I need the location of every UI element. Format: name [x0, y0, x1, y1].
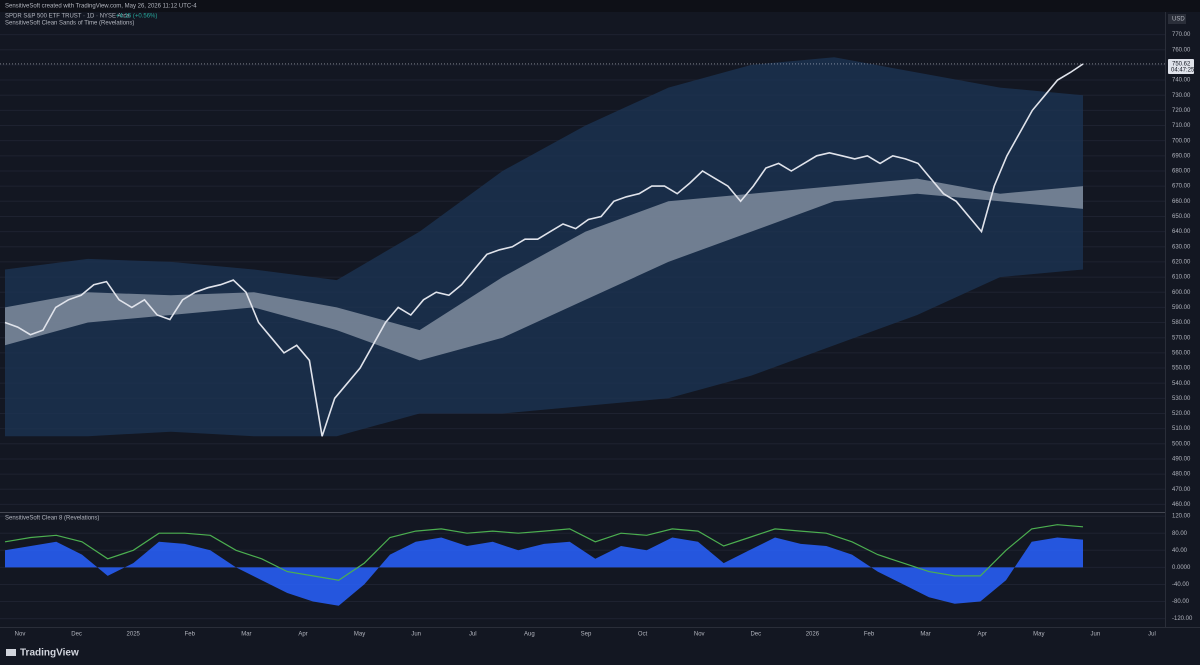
y-tick-label: 80.00	[1172, 531, 1188, 537]
y-tick-label: 460.00	[1172, 502, 1191, 508]
y-tick-label: 680.00	[1172, 169, 1191, 175]
x-tick-label: Oct	[638, 632, 648, 638]
x-tick-label: Feb	[864, 632, 875, 638]
countdown: 04:47:25	[1171, 68, 1195, 74]
x-tick-label: May	[354, 632, 365, 638]
y-tick-label: 470.00	[1172, 487, 1191, 493]
y-tick-label: 510.00	[1172, 426, 1191, 432]
x-tick-label: Sep	[581, 632, 592, 638]
band	[5, 178, 1083, 361]
y-tick-label: 0.0000	[1172, 565, 1191, 571]
x-tick-label: Jun	[1091, 632, 1101, 638]
y-tick-label: 700.00	[1172, 138, 1191, 144]
x-tick-label: Dec	[71, 632, 82, 638]
plot-layer	[0, 34, 1165, 620]
y-tick-label: -80.00	[1172, 599, 1190, 605]
x-tick-label: 2025	[127, 632, 141, 638]
x-tick-label: Aug	[524, 632, 535, 638]
y-tick-label: 40.00	[1172, 548, 1188, 554]
y-tick-label: 530.00	[1172, 396, 1191, 402]
y-tick-label: 660.00	[1172, 199, 1191, 205]
y-tick-label: 620.00	[1172, 260, 1191, 266]
x-tick-label: Jul	[1148, 632, 1156, 638]
y-tick-label: 720.00	[1172, 108, 1191, 114]
y-tick-label: 120.00	[1172, 514, 1191, 520]
x-tick-label: May	[1033, 632, 1044, 638]
y-tick-label: 650.00	[1172, 214, 1191, 220]
y-tick-label: 570.00	[1172, 335, 1191, 341]
currency: USD	[1172, 17, 1185, 23]
x-tick-label: Nov	[694, 632, 705, 638]
x-tick-label: Dec	[750, 632, 761, 638]
oscillator-area	[5, 537, 1083, 606]
y-tick-label: 490.00	[1172, 457, 1191, 463]
x-tick-label: Feb	[185, 632, 196, 638]
last-price-label: 750.62	[1172, 62, 1191, 68]
y-tick-label: 560.00	[1172, 350, 1191, 356]
x-tick-label: Apr	[298, 632, 307, 638]
x-tick-label: Jun	[411, 632, 421, 638]
x-tick-label: Mar	[241, 632, 251, 638]
y-tick-label: 770.00	[1172, 32, 1191, 38]
x-tick-label: Jul	[469, 632, 477, 638]
symbol-title: SPDR S&P 500 ETF TRUST · 1D · NYSE Arca	[5, 14, 130, 20]
y-tick-label: 730.00	[1172, 93, 1191, 99]
y-tick-label: 740.00	[1172, 78, 1191, 84]
y-tick-label: 670.00	[1172, 184, 1191, 190]
y-tick-label: 710.00	[1172, 123, 1191, 129]
y-tick-label: 630.00	[1172, 244, 1191, 250]
logo-icon	[6, 649, 16, 656]
y-tick-label: 480.00	[1172, 472, 1191, 478]
y-tick-label: 610.00	[1172, 275, 1191, 281]
indicator-pane-title: SensitiveSoft Clean 8 (Revelations)	[5, 516, 99, 522]
credit: SensitiveSoft created with TradingView.c…	[5, 4, 197, 10]
y-tick-label: 580.00	[1172, 320, 1191, 326]
y-tick-label: 550.00	[1172, 366, 1191, 372]
price-line	[4, 63, 1084, 437]
x-tick-label: Apr	[978, 632, 987, 638]
y-tick-label: -120.00	[1172, 616, 1193, 622]
x-tick-label: 2026	[806, 632, 820, 638]
currency-box	[1168, 14, 1186, 24]
x-tick-label: Mar	[920, 632, 930, 638]
price-change: +4.15 (+0.56%)	[116, 14, 157, 20]
last-price-box	[1168, 58, 1194, 74]
top-bar	[0, 0, 1200, 12]
y-tick-label: 600.00	[1172, 290, 1191, 296]
logo: TradingView	[6, 648, 79, 659]
y-tick-label: 500.00	[1172, 441, 1191, 447]
y-tick-label: -40.00	[1172, 582, 1190, 588]
x-tick-label: Nov	[15, 632, 26, 638]
oscillator-line	[4, 524, 1084, 581]
y-tick-label: 690.00	[1172, 153, 1191, 159]
logo-text: TradingView	[20, 648, 79, 659]
y-tick-label: 520.00	[1172, 411, 1191, 417]
y-tick-label: 540.00	[1172, 381, 1191, 387]
y-tick-label: 590.00	[1172, 305, 1191, 311]
y-tick-label: 760.00	[1172, 47, 1191, 53]
indicator-title: SensitiveSoft Clean Sands of Time (Revel…	[5, 21, 134, 27]
y-tick-label: 640.00	[1172, 229, 1191, 235]
